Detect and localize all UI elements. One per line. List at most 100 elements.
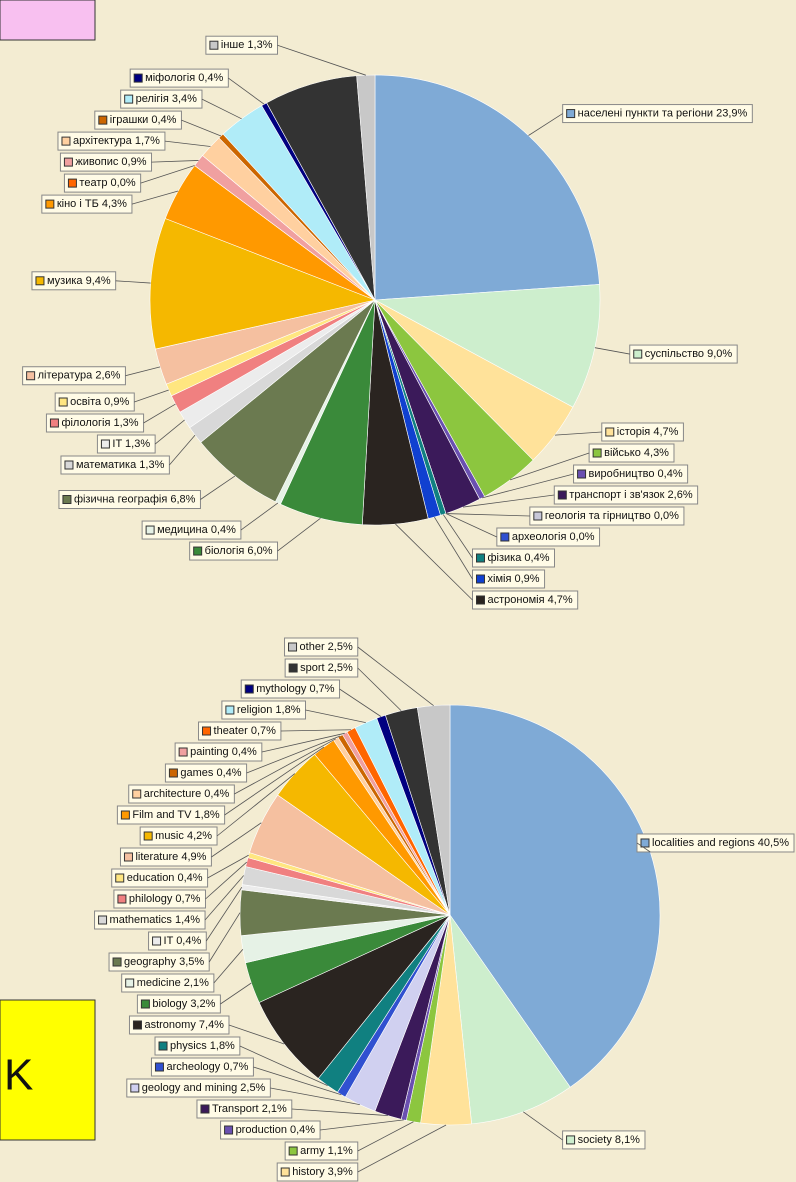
slice-label: інше 1,3% <box>205 35 366 76</box>
slice-label: literature 4,9% <box>119 822 262 867</box>
label-swatch <box>566 109 576 119</box>
label-swatch <box>533 511 543 521</box>
slice-label: театр 0,0% <box>63 165 195 193</box>
slice-label-text: іграшки 0,4% <box>110 114 177 126</box>
slice-label: sport 2,5% <box>284 658 402 712</box>
leader-line <box>228 77 265 105</box>
value-label: 0,4% <box>524 552 549 564</box>
value-label: 4,3% <box>644 447 669 459</box>
category-label: localities and regions <box>652 837 755 849</box>
label-swatch <box>64 460 74 470</box>
value-label: 0,4% <box>217 767 242 779</box>
category-label: geology and mining <box>142 1082 237 1094</box>
slice-label: architecture 0,4% <box>128 738 336 804</box>
slice-label-text: geography 3,5% <box>124 956 204 968</box>
value-label: 1,8% <box>210 1040 235 1052</box>
leader-line <box>169 434 196 466</box>
slice-label: міфологія 0,4% <box>129 68 265 105</box>
label-swatch <box>225 705 235 715</box>
value-label: 4,9% <box>181 851 206 863</box>
label-swatch <box>200 1104 210 1114</box>
value-label: 8,1% <box>615 1134 640 1146</box>
category-label: IT <box>112 438 122 450</box>
leader-line <box>131 190 179 205</box>
label-swatch <box>566 1135 576 1145</box>
slice-label-text: освіта 0,9% <box>70 396 129 408</box>
slice-label-text: хімія 0,9% <box>488 573 540 585</box>
category-label: history <box>292 1166 325 1178</box>
label-swatch <box>288 1146 298 1156</box>
label-swatch <box>288 642 298 652</box>
leader-line <box>240 502 279 531</box>
leader-line <box>434 516 473 580</box>
category-label: виробництво <box>589 468 655 480</box>
slice-label: населені пункти та регіони 23,9% <box>528 104 753 136</box>
leader-line <box>239 1045 328 1087</box>
category-label: Film and TV <box>132 809 192 821</box>
slice-label: geography 3,5% <box>108 912 241 972</box>
slice-label-text: other 2,5% <box>300 641 353 653</box>
label-swatch <box>132 1020 142 1030</box>
category-label: релігія <box>136 93 169 105</box>
slice-label: освіта 0,9% <box>54 389 169 412</box>
slice-label-text: philology 0,7% <box>129 893 201 905</box>
leader-line <box>523 1111 563 1141</box>
slice-label-text: mathematics 1,4% <box>110 914 201 926</box>
value-label: 4,3% <box>102 198 127 210</box>
slice-label: математика 1,3% <box>60 434 196 475</box>
value-label: 3,5% <box>179 956 204 968</box>
slice-label-text: біологія 6,0% <box>205 545 273 557</box>
pie-slice <box>416 704 451 916</box>
label-swatch <box>61 136 71 146</box>
category-label: кіно і ТБ <box>57 198 99 210</box>
pink-box <box>0 0 96 41</box>
category-label: транспорт і зв'язок <box>569 489 664 501</box>
value-label: 0,4% <box>176 935 201 947</box>
leader-line <box>270 1087 360 1106</box>
slice-label: музика 9,4% <box>31 271 151 291</box>
leader-line <box>594 347 630 355</box>
label-swatch <box>125 978 135 988</box>
category-label: production <box>236 1124 287 1136</box>
slice-label-text: живопис 0,9% <box>75 156 146 168</box>
leader-line <box>164 140 211 147</box>
slice-label-text: literature 4,9% <box>135 851 206 863</box>
leader-line <box>482 473 574 499</box>
slice-label-text: історія 4,7% <box>617 426 679 438</box>
category-label: іграшки <box>110 114 148 126</box>
value-label: 2,5% <box>328 662 353 674</box>
value-label: 0,4% <box>290 1124 315 1136</box>
leader-line <box>395 523 473 601</box>
label-swatch <box>168 768 178 778</box>
slice-label: localities and regions 40,5% <box>636 833 795 853</box>
label-swatch <box>280 1167 290 1177</box>
leader-line <box>253 1066 342 1096</box>
label-swatch <box>130 1083 140 1093</box>
slice-label: philology 0,7% <box>113 861 248 909</box>
slice-label: IT 1,3% <box>96 419 185 454</box>
value-label: 0,9% <box>514 573 539 585</box>
leader-line <box>211 822 262 858</box>
slice-label: військо 4,3% <box>509 443 675 481</box>
label-swatch <box>120 810 130 820</box>
value-label: 0,4% <box>198 72 223 84</box>
category-label: Transport <box>212 1103 259 1115</box>
category-label: театр <box>79 177 107 189</box>
value-label: 0,4% <box>211 524 236 536</box>
pie-slice <box>258 914 451 1079</box>
slice-label-text: археологія 0,0% <box>512 531 595 543</box>
slice-label-text: інше 1,3% <box>221 39 273 51</box>
category-label: археологія <box>512 531 567 543</box>
label-swatch <box>100 439 110 449</box>
slice-label-text: Film and TV 1,8% <box>132 809 219 821</box>
slice-label-text: history 3,9% <box>292 1166 353 1178</box>
leader-line <box>207 854 249 879</box>
slice-label: archeology 0,7% <box>150 1057 342 1096</box>
category-label: literature <box>135 851 178 863</box>
slice-label-text: education 0,4% <box>127 872 203 884</box>
value-label: 3,9% <box>328 1166 353 1178</box>
slice-label: фізика 0,4% <box>442 514 555 568</box>
value-label: 0,0% <box>111 177 136 189</box>
slice-label: army 1,1% <box>284 1121 414 1161</box>
